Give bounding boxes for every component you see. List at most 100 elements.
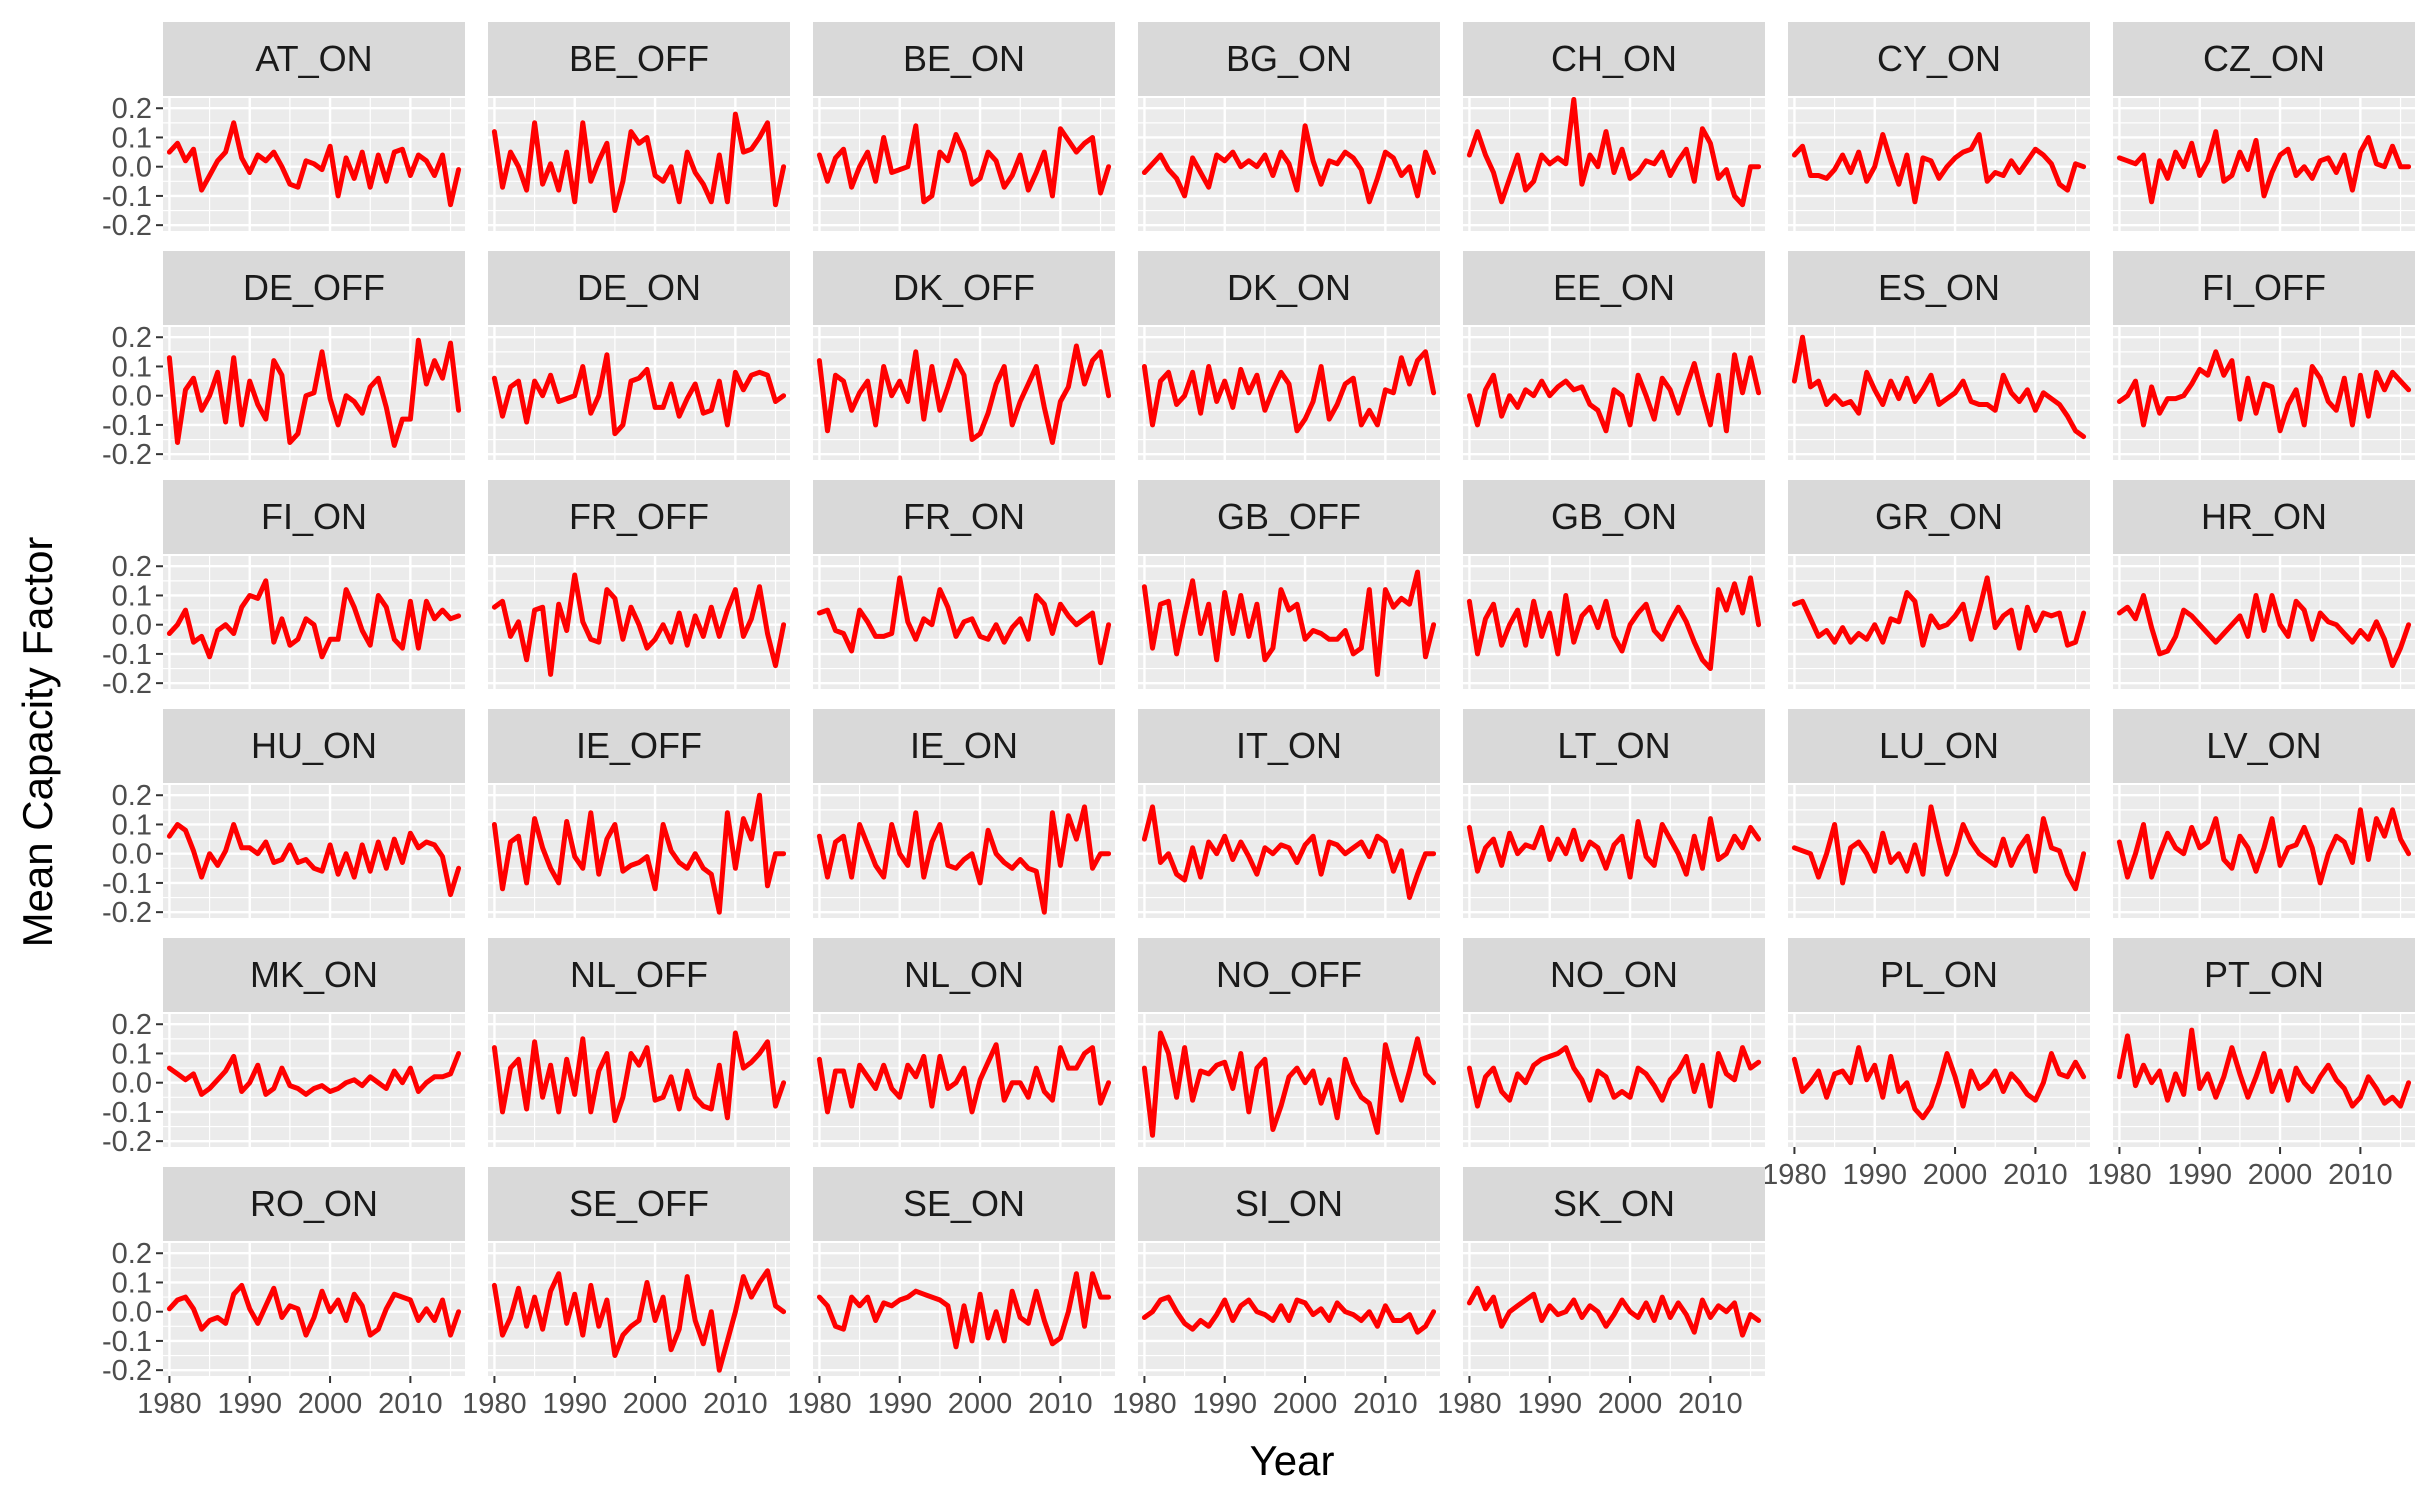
facet-strip	[163, 1167, 465, 1241]
x-tick-label: 2000	[623, 1388, 688, 1420]
facet-strip-label: SK_ON	[1553, 1183, 1675, 1224]
y-tick-label: -0.2	[102, 1126, 152, 1158]
x-tick-label: 2010	[1353, 1388, 1418, 1420]
series-line	[1791, 804, 2087, 892]
x-tick-label: 2000	[298, 1388, 363, 1420]
y-tick-label: 0.0	[112, 610, 152, 642]
facet-strip	[163, 251, 465, 325]
facet-panel: MK_ON 0.20.10.0-0.1-0.2	[102, 938, 465, 1158]
facet-strip-label: DK_OFF	[893, 267, 1035, 308]
facet-panel: EE_ON	[1463, 251, 1765, 460]
series-line	[816, 123, 1112, 205]
facet-panel: FR_OFF	[488, 480, 790, 689]
facet-panel: CZ_ON	[2113, 22, 2415, 231]
x-tick-label: 1980	[137, 1388, 202, 1420]
y-tick-label: -0.1	[102, 410, 152, 442]
y-tick-label: 0.0	[112, 839, 152, 871]
facet-panel: LV_ON	[2113, 709, 2415, 918]
series-line	[816, 343, 1112, 445]
x-tick-label: 1980	[462, 1388, 527, 1420]
facet-panel: CY_ON	[1788, 22, 2090, 231]
series-line	[491, 111, 787, 213]
facet-strip-label: FR_ON	[903, 496, 1025, 537]
facet-strip	[1138, 938, 1440, 1012]
x-tick-label: 2010	[2328, 1159, 2393, 1191]
facet-strip	[488, 709, 790, 783]
facet-panel: HR_ON	[2113, 480, 2415, 689]
facet-panel: PL_ON 1980 1990 2000 2010	[1762, 938, 2090, 1191]
x-tick-label: 1990	[867, 1388, 932, 1420]
facet-panel: IE_ON	[813, 709, 1115, 918]
series-line	[491, 1030, 787, 1124]
x-tick-label: 2000	[948, 1388, 1013, 1420]
facet-panel: NO_OFF	[1138, 938, 1440, 1147]
x-tick-label: 1990	[217, 1388, 282, 1420]
facet-strip	[2113, 480, 2415, 554]
series-line	[1466, 816, 1762, 880]
y-tick-label: -0.2	[102, 210, 152, 242]
facet-panel: ES_ON	[1788, 251, 2090, 460]
y-axis-title: Mean Capacity Factor	[14, 537, 61, 948]
facet-strip-label: SE_ON	[903, 1183, 1025, 1224]
panel-background	[1138, 556, 1440, 689]
facet-grid: AT_ON0.20.10.0-0.1-0.2BE_OFF BE_ON BG_ON CH…	[102, 22, 2415, 1420]
series-line	[816, 804, 1112, 915]
facet-strip-label: BG_ON	[1226, 38, 1352, 79]
series-line	[2116, 593, 2412, 669]
series-line	[166, 120, 462, 208]
facet-strip-label: SI_ON	[1235, 1183, 1343, 1224]
facet-strip-label: FI_OFF	[2202, 267, 2326, 308]
x-tick-label: 2010	[378, 1388, 443, 1420]
facet-strip-label: LU_ON	[1879, 725, 1999, 766]
facet-strip	[488, 251, 790, 325]
facet-strip	[813, 1167, 1115, 1241]
facet-strip-label: DE_ON	[577, 267, 701, 308]
facet-panel: DK_OFF	[813, 251, 1115, 460]
facet-strip-label: AT_ON	[255, 38, 372, 79]
facet-strip-label: LT_ON	[1557, 725, 1670, 766]
facet-strip	[1138, 480, 1440, 554]
series-line	[491, 792, 787, 915]
facet-panel: IT_ON	[1138, 709, 1440, 918]
facet-panel: DE_ON	[488, 251, 790, 460]
facet-strip-label: NL_OFF	[570, 954, 708, 995]
facet-panel: GR_ON	[1788, 480, 2090, 689]
x-tick-label: 2000	[1598, 1388, 1663, 1420]
y-tick-label: 0.2	[112, 322, 152, 354]
y-tick-label: -0.1	[102, 181, 152, 213]
x-tick-label: 1980	[2087, 1159, 2152, 1191]
facet-panel: NL_ON	[813, 938, 1115, 1147]
facet-panel: SK_ON 1980 1990 2000 2010	[1437, 1167, 1765, 1420]
series-line	[166, 822, 462, 898]
series-line	[1141, 804, 1437, 900]
facet-strip-label: NO_ON	[1550, 954, 1678, 995]
facet-strip-label: CH_ON	[1551, 38, 1677, 79]
series-line	[166, 578, 462, 660]
x-tick-label: 1980	[1437, 1388, 1502, 1420]
y-tick-label: -0.2	[102, 668, 152, 700]
y-tick-label: 0.1	[112, 122, 152, 154]
facet-strip	[1788, 480, 2090, 554]
facet-strip	[488, 22, 790, 96]
facet-strip	[813, 709, 1115, 783]
facet-strip	[2113, 709, 2415, 783]
facet-panel: DE_OFF 0.20.10.0-0.1-0.2	[102, 251, 465, 471]
facet-panel: HU_ON 0.20.10.0-0.1-0.2	[102, 709, 465, 929]
y-tick-label: -0.1	[102, 868, 152, 900]
x-tick-label: 2000	[2248, 1159, 2313, 1191]
series-line	[1141, 1030, 1437, 1138]
y-tick-label: 0.2	[112, 93, 152, 125]
facet-strip	[1788, 709, 2090, 783]
series-line	[1141, 349, 1437, 434]
facet-panel: NL_OFF	[488, 938, 790, 1147]
facet-panel: GB_ON	[1463, 480, 1765, 689]
facet-strip	[1788, 938, 2090, 1012]
series-line	[491, 1268, 787, 1373]
facet-panel: FI_OFF	[2113, 251, 2415, 460]
facet-strip	[163, 938, 465, 1012]
panel-background	[488, 327, 790, 460]
facet-panel: SI_ON 1980 1990 2000 2010	[1112, 1167, 1440, 1420]
series-line	[1466, 575, 1762, 671]
